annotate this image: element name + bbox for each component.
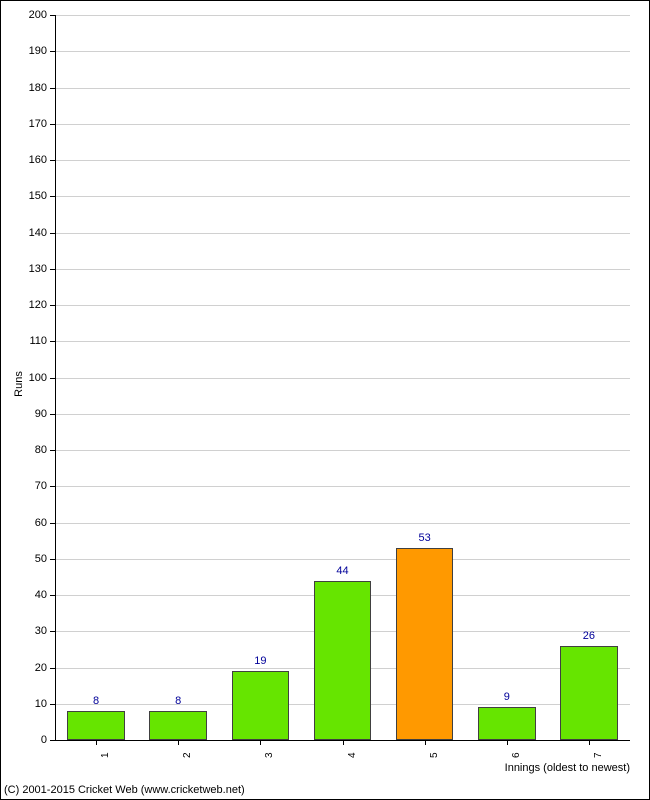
ytick-label: 120 bbox=[17, 299, 47, 311]
ytick-label: 150 bbox=[17, 190, 47, 202]
ytick-label: 90 bbox=[17, 408, 47, 420]
xtick-mark bbox=[260, 740, 261, 745]
ytick-label: 20 bbox=[17, 662, 47, 674]
gridline bbox=[55, 450, 630, 451]
ytick-label: 180 bbox=[17, 82, 47, 94]
xtick-mark bbox=[96, 740, 97, 745]
bar bbox=[560, 646, 618, 740]
ytick-label: 0 bbox=[17, 734, 47, 746]
bar bbox=[67, 711, 125, 740]
ytick-label: 140 bbox=[17, 227, 47, 239]
ytick-label: 60 bbox=[17, 517, 47, 529]
gridline bbox=[55, 196, 630, 197]
bar bbox=[149, 711, 207, 740]
ytick-label: 160 bbox=[17, 154, 47, 166]
x-axis-label: Innings (oldest to newest) bbox=[505, 762, 630, 774]
bar-value-label: 53 bbox=[419, 532, 431, 544]
ytick-label: 190 bbox=[17, 45, 47, 57]
gridline bbox=[55, 269, 630, 270]
ytick-label: 50 bbox=[17, 553, 47, 565]
xtick-label: 2 bbox=[182, 752, 193, 758]
xtick-mark bbox=[589, 740, 590, 745]
ytick-label: 170 bbox=[17, 118, 47, 130]
gridline bbox=[55, 51, 630, 52]
xtick-label: 1 bbox=[100, 752, 111, 758]
bar-value-label: 26 bbox=[583, 630, 595, 642]
gridline bbox=[55, 305, 630, 306]
ytick-label: 100 bbox=[17, 372, 47, 384]
ytick-label: 70 bbox=[17, 480, 47, 492]
xtick-mark bbox=[178, 740, 179, 745]
xtick-label: 5 bbox=[429, 752, 440, 758]
bar-value-label: 8 bbox=[175, 695, 181, 707]
gridline bbox=[55, 378, 630, 379]
bar-value-label: 8 bbox=[93, 695, 99, 707]
bar-value-label: 9 bbox=[504, 691, 510, 703]
bar bbox=[396, 548, 454, 740]
gridline bbox=[55, 88, 630, 89]
bar bbox=[314, 581, 372, 741]
gridline bbox=[55, 233, 630, 234]
ytick-label: 200 bbox=[17, 9, 47, 21]
xtick-mark bbox=[425, 740, 426, 745]
ytick-label: 10 bbox=[17, 698, 47, 710]
gridline bbox=[55, 414, 630, 415]
gridline bbox=[55, 160, 630, 161]
gridline bbox=[55, 15, 630, 16]
ytick-label: 30 bbox=[17, 625, 47, 637]
ytick-label: 110 bbox=[17, 335, 47, 347]
xtick-label: 6 bbox=[511, 752, 522, 758]
bar-value-label: 19 bbox=[254, 655, 266, 667]
xtick-label: 4 bbox=[347, 752, 358, 758]
chart-container: Runs Innings (oldest to newest) (C) 2001… bbox=[0, 0, 650, 800]
xtick-mark bbox=[507, 740, 508, 745]
ytick-label: 80 bbox=[17, 444, 47, 456]
ytick-label: 130 bbox=[17, 263, 47, 275]
bar bbox=[478, 707, 536, 740]
ytick-label: 40 bbox=[17, 589, 47, 601]
xtick-mark bbox=[343, 740, 344, 745]
gridline bbox=[55, 124, 630, 125]
footer-text: (C) 2001-2015 Cricket Web (www.cricketwe… bbox=[4, 784, 245, 796]
y-axis bbox=[55, 15, 56, 740]
bar bbox=[232, 671, 290, 740]
xtick-label: 3 bbox=[264, 752, 275, 758]
gridline bbox=[55, 486, 630, 487]
xtick-label: 7 bbox=[593, 752, 604, 758]
bar-value-label: 44 bbox=[336, 565, 348, 577]
gridline bbox=[55, 523, 630, 524]
gridline bbox=[55, 559, 630, 560]
gridline bbox=[55, 341, 630, 342]
